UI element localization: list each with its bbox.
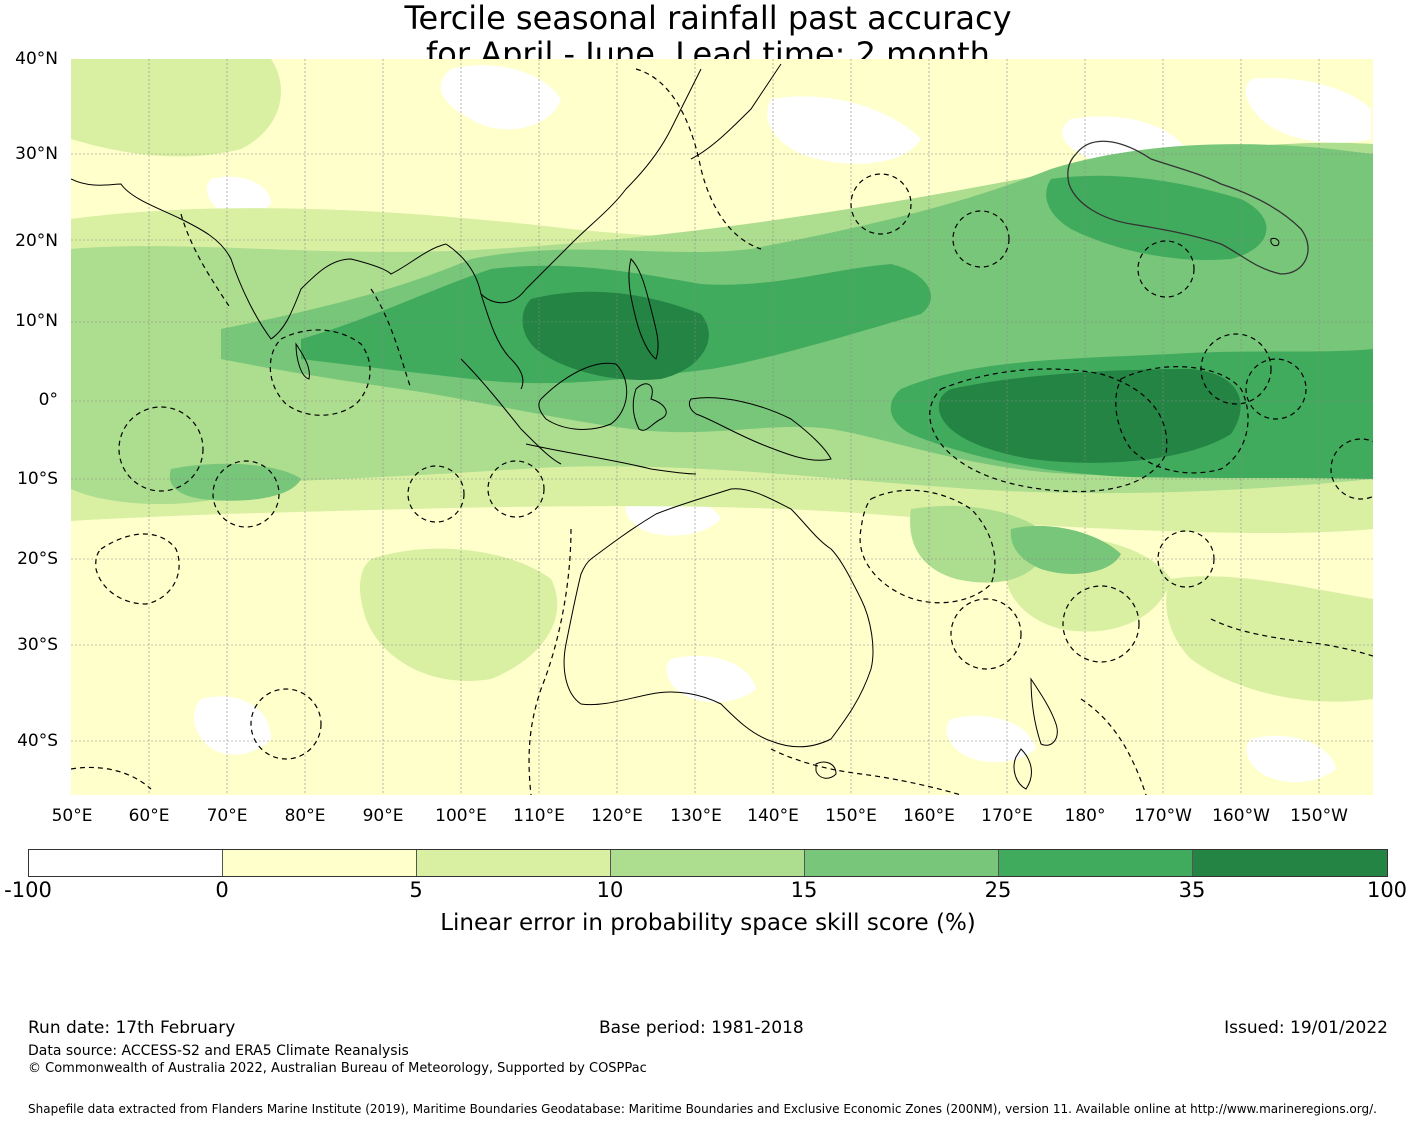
lat-label-20n: 20°N	[15, 231, 58, 251]
lon-label-170w: 170°W	[1134, 806, 1192, 826]
lon-label-180: 180°	[1064, 806, 1106, 826]
lon-label-70e: 70°E	[206, 806, 248, 826]
lat-label-10n: 10°N	[15, 311, 58, 331]
lon-label-160w: 160°W	[1212, 806, 1270, 826]
skill-score-map	[71, 59, 1373, 795]
colorbar-segment-25-35	[999, 850, 1193, 876]
lon-label-50e: 50°E	[51, 806, 93, 826]
base-period: Base period: 1981-2018	[599, 1018, 804, 1038]
lon-label-100e: 100°E	[435, 806, 487, 826]
colorbar-segment-neg100-0	[29, 850, 223, 876]
colorbar-segment-0-5	[223, 850, 417, 876]
hawaii-eez-outline	[1067, 140, 1309, 275]
lon-label-80e: 80°E	[284, 806, 326, 826]
colorbar-segment-35-100	[1193, 850, 1387, 876]
colorbar-tick-neg100: -100	[4, 878, 52, 902]
coastlines	[71, 63, 1280, 790]
lon-label-150w: 150°W	[1290, 806, 1348, 826]
lon-label-130e: 130°E	[670, 806, 722, 826]
lat-label-40s: 40°S	[17, 731, 58, 751]
colorbar-label: Linear error in probability space skill …	[440, 910, 976, 936]
map-gridlines	[71, 59, 1373, 795]
lon-label-170e: 170°E	[981, 806, 1033, 826]
issued-date: Issued: 19/01/2022	[1224, 1018, 1388, 1038]
lat-label-40n: 40°N	[15, 49, 58, 69]
lon-label-150e: 150°E	[825, 806, 877, 826]
eez-boundaries	[71, 68, 1373, 795]
lon-label-120e: 120°E	[591, 806, 643, 826]
lon-label-160e: 160°E	[903, 806, 955, 826]
colorbar-tick-0: 0	[215, 878, 229, 902]
lat-label-10s: 10°S	[17, 469, 58, 489]
colorbar-tick-100: 100	[1366, 878, 1408, 902]
colorbar	[28, 849, 1388, 877]
lon-label-60e: 60°E	[128, 806, 170, 826]
data-source: Data source: ACCESS-S2 and ERA5 Climate …	[28, 1043, 409, 1059]
lat-label-30s: 30°S	[17, 635, 58, 655]
skill-35-100-areas	[522, 291, 1241, 463]
run-date: Run date: 17th February	[28, 1018, 236, 1038]
lon-label-90e: 90°E	[362, 806, 404, 826]
lon-label-140e: 140°E	[747, 806, 799, 826]
colorbar-segment-10-15	[611, 850, 805, 876]
colorbar-tick-10: 10	[596, 878, 624, 902]
shapefile-credit: Shapefile data extracted from Flanders M…	[28, 1102, 1377, 1116]
colorbar-tick-35: 35	[1178, 878, 1206, 902]
lat-label-20s: 20°S	[17, 549, 58, 569]
map-title-line-1: Tercile seasonal rainfall past accuracy	[404, 0, 1012, 37]
colorbar-segment-15-25	[805, 850, 999, 876]
lat-label-30n: 30°N	[15, 144, 58, 164]
colorbar-tick-25: 25	[984, 878, 1012, 902]
lat-label-equator: 0°	[38, 390, 58, 410]
colorbar-tick-15: 15	[790, 878, 818, 902]
copyright: © Commonwealth of Australia 2022, Austra…	[28, 1061, 647, 1076]
lon-label-110e: 110°E	[513, 806, 565, 826]
colorbar-segment-5-10	[417, 850, 611, 876]
colorbar-tick-5: 5	[409, 878, 423, 902]
map-canvas	[71, 59, 1373, 795]
